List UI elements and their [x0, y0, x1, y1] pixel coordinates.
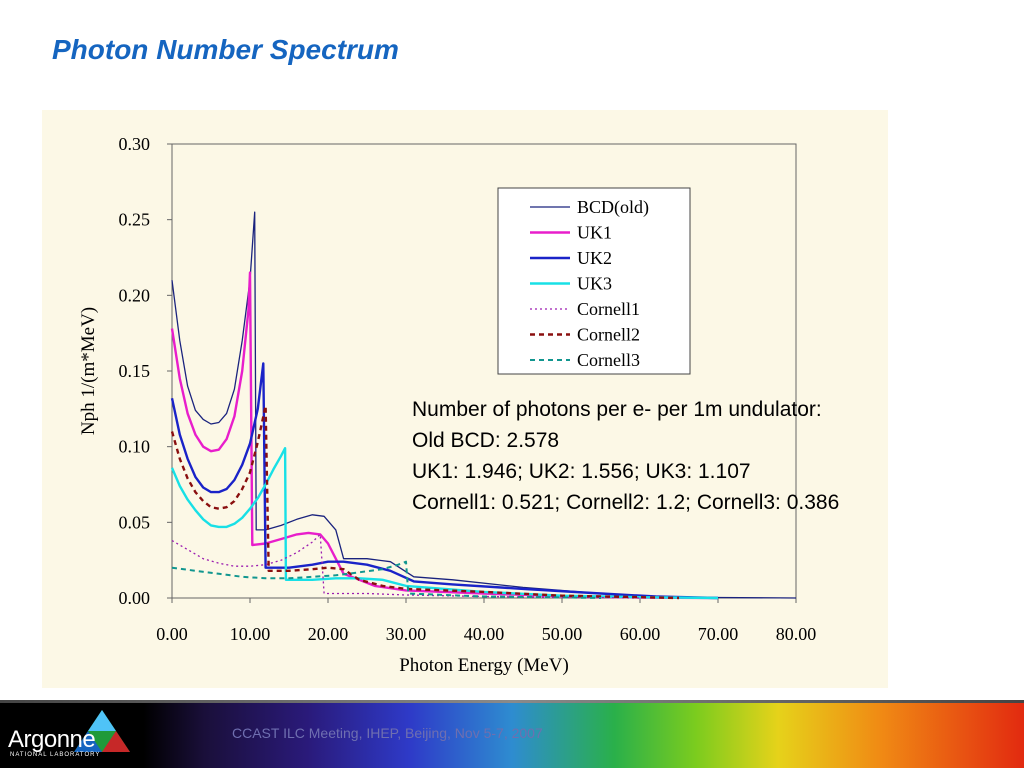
legend-label: BCD(old) [577, 197, 649, 218]
series-line-uk1 [170, 271, 719, 600]
legend-label: Cornell1 [577, 299, 640, 319]
note-line: UK1: 1.946; UK2: 1.556; UK3: 1.107 [412, 460, 751, 483]
y-axis-ticks: 0.00 0.05 0.10 0.15 0.20 0.25 0.30 [119, 134, 172, 608]
x-axis-ticks: 0.00 10.00 20.00 30.00 40.00 50.00 60.00 70.00 8… [156, 598, 816, 644]
note-line: Cornell1: 0.521; Cornell2: 1.2; Cornell3… [412, 491, 840, 514]
x-tick-label: 40.00 [464, 624, 505, 644]
series-line-uk3 [170, 447, 719, 600]
x-tick-label: 30.00 [386, 624, 427, 644]
logo-subtitle: NATIONAL LABORATORY [10, 752, 101, 758]
x-tick-label: 60.00 [620, 624, 661, 644]
photon-count-note: Number of photons per e- per 1m undulato… [412, 394, 839, 518]
y-tick-label: 0.05 [119, 512, 151, 532]
legend-box [497, 187, 691, 375]
y-tick-label: 0.25 [119, 210, 151, 230]
legend: BCD(old) UK1 UK2 UK3 Cornell1 Cornell2 Cornell… [497, 187, 691, 375]
series-line-cornell1 [171, 533, 641, 599]
y-axis-label: Nph 1/(m*MeV) [78, 307, 99, 435]
page-title: Photon Number Spectrum [52, 34, 399, 65]
x-tick-label: 20.00 [308, 624, 349, 644]
y-tick-label: 0.15 [119, 361, 151, 381]
chart: 0.00 0.05 0.10 0.15 0.20 0.25 0.30 0.00 10.00 20… [78, 134, 816, 676]
y-tick-label: 0.30 [119, 134, 151, 154]
series-line-bcd-old- [171, 211, 797, 599]
note-line: Number of photons per e- per 1m undulato… [412, 398, 822, 421]
footer-meeting-text: CCAST ILC Meeting, IHEP, Beijing, Nov 5-… [232, 725, 543, 741]
legend-label: UK2 [577, 248, 612, 268]
series-line-uk2 [170, 362, 719, 600]
logo-wordmark: Argonne [8, 726, 96, 753]
x-tick-label: 80.00 [776, 624, 817, 644]
legend-label: UK3 [577, 274, 612, 294]
y-tick-label: 0.10 [119, 437, 151, 457]
footer-bar [0, 700, 1024, 768]
x-tick-label: 10.00 [230, 624, 271, 644]
footer-divider [0, 700, 1024, 703]
legend-label: UK1 [577, 223, 612, 243]
note-line: Old BCD: 2.578 [412, 429, 560, 452]
x-tick-label: 70.00 [698, 624, 739, 644]
argonne-triangle-logo-icon [74, 710, 130, 752]
legend-label: Cornell2 [577, 325, 640, 345]
legend-label: Cornell3 [577, 350, 640, 370]
series-layer [170, 211, 797, 600]
y-tick-label: 0.20 [119, 285, 151, 305]
series-line-cornell3 [171, 560, 602, 599]
x-tick-label: 0.00 [156, 624, 188, 644]
chart-panel: 0.00 0.05 0.10 0.15 0.20 0.25 0.30 0.00 10.00 20… [42, 110, 888, 688]
x-axis-label: Photon Energy (MeV) [399, 655, 569, 676]
y-tick-label: 0.00 [119, 588, 151, 608]
x-tick-label: 50.00 [542, 624, 583, 644]
